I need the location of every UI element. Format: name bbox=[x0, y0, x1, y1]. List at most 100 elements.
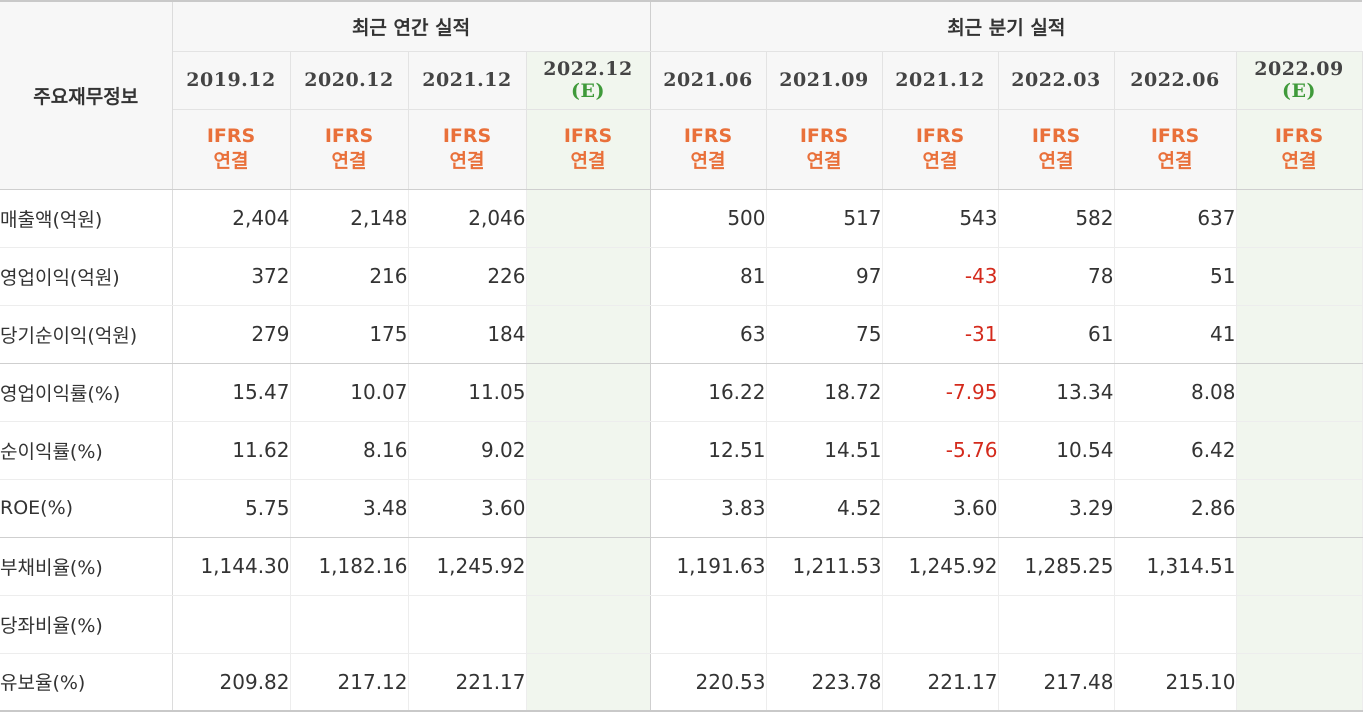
table-cell: 2,046 bbox=[408, 189, 527, 248]
table-cell: 1,245.92 bbox=[882, 537, 999, 596]
table-cell bbox=[1236, 247, 1363, 306]
table-cell: 8.08 bbox=[1114, 363, 1237, 422]
consolidated-text: 연결 bbox=[449, 150, 485, 172]
table-cell: 217.12 bbox=[290, 653, 409, 712]
ifrs-text: IFRS bbox=[563, 125, 613, 147]
ifrs-text: IFRS bbox=[683, 125, 733, 147]
row-label: 매출액(억원) bbox=[0, 189, 173, 248]
table-cell: 1,285.25 bbox=[998, 537, 1115, 596]
table-row: 당좌비율(%) bbox=[0, 595, 1363, 654]
table-cell: 209.82 bbox=[172, 653, 291, 712]
table-row: 영업이익(억원) 372 216 226 81 97 -43 78 51 bbox=[0, 247, 1363, 306]
ifrs-consolidated-label: IFRS 연결 bbox=[1236, 109, 1363, 190]
corner-header: 주요재무정보 bbox=[0, 0, 173, 190]
table-cell: 216 bbox=[290, 247, 409, 306]
row-label: 유보율(%) bbox=[0, 653, 173, 712]
table-row: 부채비율(%) 1,144.30 1,182.16 1,245.92 1,191.63 1… bbox=[0, 537, 1363, 596]
table-cell: -7.95 bbox=[882, 363, 999, 422]
table-cell: 18.72 bbox=[766, 363, 883, 422]
ifrs-consolidated-label: IFRS 연결 bbox=[998, 109, 1115, 190]
table-cell: 217.48 bbox=[998, 653, 1115, 712]
table-cell bbox=[172, 595, 291, 654]
table-cell: 11.05 bbox=[408, 363, 527, 422]
table-cell: 637 bbox=[1114, 189, 1237, 248]
ifrs-consolidated-label: IFRS 연결 bbox=[172, 109, 291, 190]
quarterly-period-header: 2021.12 bbox=[882, 51, 999, 110]
table-cell: 175 bbox=[290, 305, 409, 364]
ifrs-text: IFRS bbox=[324, 125, 374, 147]
table-cell: 215.10 bbox=[1114, 653, 1237, 712]
table-cell bbox=[1236, 653, 1363, 712]
period-label: 2020.12 bbox=[304, 69, 394, 91]
table-cell: 81 bbox=[650, 247, 767, 306]
row-label: 영업이익(억원) bbox=[0, 247, 173, 306]
consolidated-text: 연결 bbox=[1157, 150, 1193, 172]
table-cell: 5.75 bbox=[172, 479, 291, 538]
table-cell: 61 bbox=[998, 305, 1115, 364]
ifrs-header-row: IFRS 연결 IFRS 연결 IFRS 연결 IFRS 연결 IFRS 연결 IFRS 연결 IFRS… bbox=[0, 109, 1363, 190]
row-label: 당기순이익(억원) bbox=[0, 305, 173, 364]
quarterly-period-header: 2022.03 bbox=[998, 51, 1115, 110]
consolidated-text: 연결 bbox=[570, 150, 606, 172]
table-cell bbox=[1236, 479, 1363, 538]
period-label: 2022.09 bbox=[1254, 58, 1344, 80]
table-cell: 14.51 bbox=[766, 421, 883, 480]
table-cell bbox=[766, 595, 883, 654]
table-cell bbox=[526, 595, 651, 654]
table-cell bbox=[1114, 595, 1237, 654]
estimate-marker: (E) bbox=[571, 80, 605, 102]
table-cell: 63 bbox=[650, 305, 767, 364]
row-label: 부채비율(%) bbox=[0, 537, 173, 596]
table-cell: 226 bbox=[408, 247, 527, 306]
table-cell: 2,148 bbox=[290, 189, 409, 248]
table-cell: 3.29 bbox=[998, 479, 1115, 538]
table-cell: 1,314.51 bbox=[1114, 537, 1237, 596]
table-cell bbox=[526, 537, 651, 596]
row-label: 영업이익률(%) bbox=[0, 363, 173, 422]
table-cell: 221.17 bbox=[882, 653, 999, 712]
table-cell: 4.52 bbox=[766, 479, 883, 538]
table-cell: 372 bbox=[172, 247, 291, 306]
table-cell: 3.60 bbox=[408, 479, 527, 538]
table-cell: 1,245.92 bbox=[408, 537, 527, 596]
annual-period-header: 2020.12 bbox=[290, 51, 409, 110]
period-header-row: 2019.12 2020.12 2021.12 2022.12 (E) 2021.06 20… bbox=[0, 51, 1363, 110]
quarterly-period-header: 2022.09 (E) bbox=[1236, 51, 1363, 110]
table-row: 유보율(%) 209.82 217.12 221.17 220.53 223.78 221.… bbox=[0, 653, 1363, 712]
table-row: 당기순이익(억원) 279 175 184 63 75 -31 61 41 bbox=[0, 305, 1363, 364]
table-cell bbox=[290, 595, 409, 654]
annual-period-header: 2019.12 bbox=[172, 51, 291, 110]
table-cell: 3.48 bbox=[290, 479, 409, 538]
table-cell: 3.83 bbox=[650, 479, 767, 538]
consolidated-text: 연결 bbox=[806, 150, 842, 172]
table-cell bbox=[1236, 537, 1363, 596]
ifrs-text: IFRS bbox=[1274, 125, 1324, 147]
table-cell bbox=[526, 479, 651, 538]
consolidated-text: 연결 bbox=[213, 150, 249, 172]
table-cell: 15.47 bbox=[172, 363, 291, 422]
ifrs-text: IFRS bbox=[442, 125, 492, 147]
table-cell bbox=[650, 595, 767, 654]
table-cell: 223.78 bbox=[766, 653, 883, 712]
period-label: 2022.03 bbox=[1011, 69, 1101, 91]
consolidated-text: 연결 bbox=[1038, 150, 1074, 172]
ifrs-text: IFRS bbox=[206, 125, 256, 147]
table-cell: 75 bbox=[766, 305, 883, 364]
table-cell: -43 bbox=[882, 247, 999, 306]
table-row: 매출액(억원) 2,404 2,148 2,046 500 517 543 582 637 bbox=[0, 189, 1363, 248]
ifrs-consolidated-label: IFRS 연결 bbox=[766, 109, 883, 190]
period-label: 2022.12 bbox=[543, 58, 633, 80]
table-cell bbox=[526, 247, 651, 306]
table-cell: 10.07 bbox=[290, 363, 409, 422]
table-cell: 184 bbox=[408, 305, 527, 364]
table-cell: 3.60 bbox=[882, 479, 999, 538]
ifrs-text: IFRS bbox=[799, 125, 849, 147]
table-cell: 10.54 bbox=[998, 421, 1115, 480]
ifrs-text: IFRS bbox=[1031, 125, 1081, 147]
table-cell: 582 bbox=[998, 189, 1115, 248]
table-cell: 16.22 bbox=[650, 363, 767, 422]
table-row: ROE(%) 5.75 3.48 3.60 3.83 4.52 3.60 3.29 2.86 bbox=[0, 479, 1363, 538]
table-row: 영업이익률(%) 15.47 10.07 11.05 16.22 18.72 -7.95 13… bbox=[0, 363, 1363, 422]
table-cell: 78 bbox=[998, 247, 1115, 306]
period-label: 2021.12 bbox=[422, 69, 512, 91]
